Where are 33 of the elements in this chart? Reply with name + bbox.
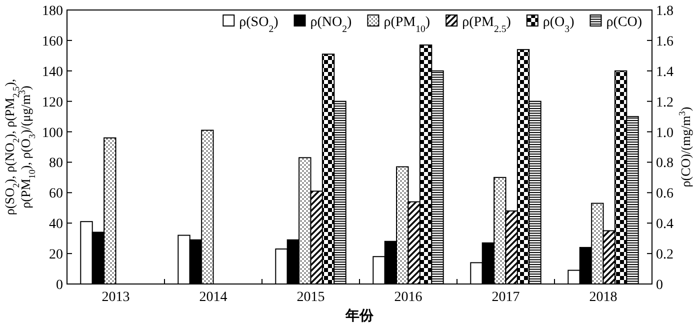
- y2-tick-label: 0.2: [656, 248, 674, 263]
- y-tick-label: 140: [42, 64, 63, 80]
- x-tick-label: 2018: [589, 290, 618, 305]
- x-axis-title: 年份: [344, 308, 374, 324]
- y2-tick-label: 0: [656, 278, 663, 293]
- legend-label: ρ(CO): [606, 15, 642, 30]
- y-tick-label: 80: [49, 156, 63, 172]
- y2-tick-label: 0.6: [656, 186, 674, 202]
- legend-label: ρ(PM$_{2.5}$): [462, 15, 512, 34]
- y-tick-label: 180: [42, 4, 63, 19]
- y-tick-label: 60: [49, 186, 63, 202]
- y-tick-label: 0: [56, 278, 63, 293]
- legend-label: ρ(SO$_{2}$): [239, 15, 279, 34]
- y2-tick-label: 1.6: [656, 34, 674, 50]
- y-tick-label: 40: [49, 217, 63, 232]
- x-tick-label: 2013: [102, 290, 130, 305]
- legend-label: ρ(PM$_{10}$): [384, 15, 430, 34]
- y2-tick-label: 1.2: [656, 95, 674, 110]
- legend-label: ρ(O$_{3}$): [542, 15, 575, 34]
- y2-tick-label: 0.4: [656, 217, 674, 232]
- x-tick-label: 2015: [296, 290, 325, 305]
- y2-tick-label: 1.0: [656, 126, 674, 141]
- x-tick-label: 2017: [492, 290, 520, 305]
- legend-label: ρ(NO$_{2}$): [310, 15, 352, 34]
- x-tick-label: 2014: [199, 290, 228, 305]
- y2-tick-label: 0.8: [656, 156, 674, 172]
- x-tick-label: 2016: [394, 290, 422, 305]
- y2-tick-label: 1.8: [656, 4, 674, 19]
- y-tick-label: 120: [42, 95, 63, 110]
- y-tick-label: 20: [49, 248, 63, 263]
- y-tick-label: 160: [42, 34, 63, 50]
- y2-tick-label: 1.4: [656, 64, 674, 80]
- y-tick-label: 100: [42, 126, 63, 141]
